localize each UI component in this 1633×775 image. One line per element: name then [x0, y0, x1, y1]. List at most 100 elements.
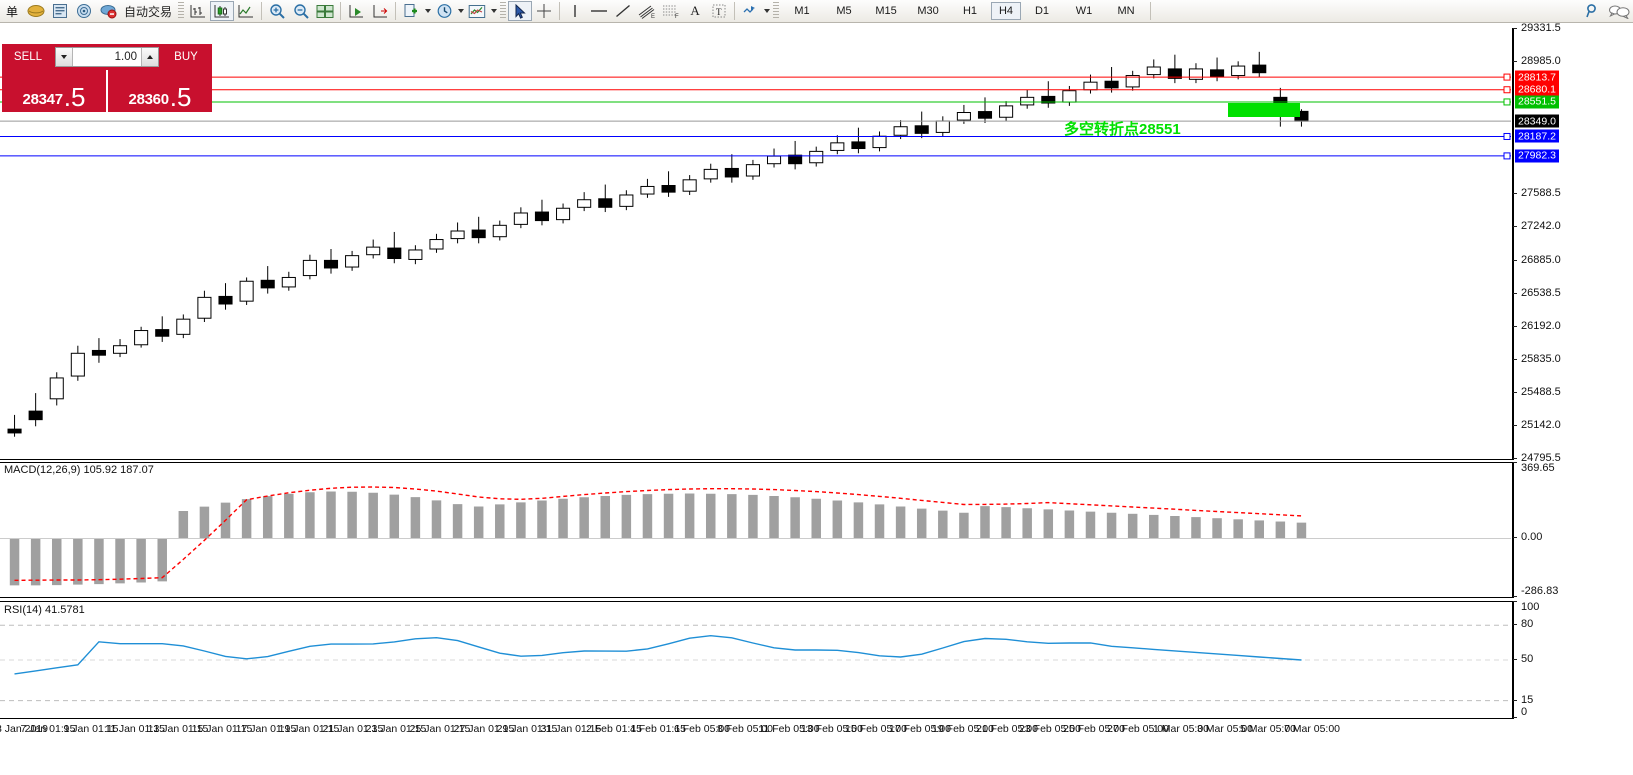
time-axis-label: 29 Jan 01:15 [496, 723, 558, 735]
svg-text:T: T [716, 7, 722, 17]
indicators-icon[interactable] [465, 1, 489, 21]
price-level-label-28187.2[interactable]: 28187.2 [1515, 129, 1559, 143]
search-icon[interactable] [1581, 1, 1605, 21]
zoom-in-icon[interactable] [265, 1, 289, 21]
trendline-icon[interactable] [611, 1, 635, 21]
volume-stepper[interactable]: 1.00 [55, 47, 159, 67]
svg-text:F: F [675, 14, 679, 19]
buy-price[interactable]: 28360 .5 [106, 70, 212, 112]
shapes-icon[interactable] [738, 1, 762, 21]
price-chart-pane[interactable] [0, 28, 1513, 460]
volume-value[interactable]: 1.00 [114, 51, 137, 63]
timeframe-m1[interactable]: M1 [794, 5, 810, 17]
navigator-icon[interactable] [72, 1, 96, 21]
volume-increase-button[interactable] [141, 48, 158, 66]
cursor-icon[interactable] [508, 1, 533, 21]
axis-tick [1513, 699, 1517, 701]
indicators-chevron-down-icon[interactable] [489, 1, 498, 21]
axis-tick [1513, 193, 1517, 195]
price-level-label-28813.7[interactable]: 28813.7 [1515, 70, 1559, 84]
templates-icon[interactable] [399, 1, 423, 21]
rsi-pane[interactable] [0, 601, 1513, 719]
timeframe-w1[interactable]: W1 [1075, 5, 1093, 17]
sell-button[interactable]: SELL [2, 44, 54, 70]
axis-tick [1513, 226, 1517, 228]
crosshair-icon[interactable] [532, 1, 556, 21]
toolbar-separator [340, 2, 342, 20]
time-axis-label: 25 Jan 01:15 [409, 723, 471, 735]
new-order-icon[interactable]: 单 [5, 4, 18, 19]
data-window-icon[interactable] [48, 1, 72, 21]
zoom-out-icon[interactable] [289, 1, 313, 21]
svg-text:E: E [651, 14, 655, 19]
text-icon[interactable]: A [690, 3, 700, 18]
timeframe-m5[interactable]: M5 [836, 5, 852, 17]
axis-tick [1513, 60, 1517, 62]
auto-trade-label[interactable]: 自动交易 [124, 4, 173, 19]
chart-shift-icon[interactable] [368, 1, 392, 21]
horizontal-line-icon[interactable] [587, 1, 611, 21]
candlestick-chart-icon[interactable] [210, 1, 235, 21]
octrade-top-row: SELL 1.00 BUY [2, 44, 212, 70]
axis-tick [1513, 28, 1517, 29]
text-label-icon[interactable]: T [707, 1, 731, 21]
time-axis-label: 19 Jan 01:15 [278, 723, 340, 735]
price-axis[interactable]: 29331.5 28985.0 27588.5 27242.0 26885.0 26538… [1513, 22, 1633, 464]
macd-label: MACD(12,26,9) 105.92 187.07 [4, 464, 154, 476]
period-chevron-down-icon[interactable] [456, 1, 465, 21]
rsi-axis: 100 80 50 15 0 [1513, 601, 1633, 719]
time-axis-label: 6 Feb 05:00 [673, 723, 731, 735]
axis-tick-label: 26192.0 [1521, 319, 1561, 332]
templates-chevron-down-icon[interactable] [423, 1, 432, 21]
axis-tick-label: 0 [1521, 706, 1528, 718]
timeframe-m30[interactable]: M30 [917, 5, 939, 17]
auto-scroll-icon[interactable] [344, 1, 368, 21]
vertical-line-icon[interactable] [563, 1, 587, 21]
toolbar-separator [395, 2, 397, 20]
toolbar-grip[interactable] [500, 2, 507, 20]
time-axis-label: 27 Feb 05:00 [1107, 723, 1169, 735]
axis-line [1513, 462, 1514, 598]
sell-price-integer: 28347 [22, 91, 64, 108]
equidistant-channel-icon[interactable]: E [635, 1, 659, 21]
sell-price[interactable]: 28347 .5 [2, 70, 106, 112]
price-level-label-28349.0[interactable]: 28349.0 [1515, 114, 1559, 128]
toolbar-grip[interactable] [178, 2, 185, 20]
tile-windows-icon[interactable] [313, 1, 337, 21]
volume-decrease-button[interactable] [56, 48, 73, 66]
time-axis-label: 25 Feb 05:00 [1063, 723, 1125, 735]
price-level-label-28551.5[interactable]: 28551.5 [1515, 95, 1559, 109]
macd-plot [0, 486, 1511, 586]
time-axis-label: 19 Feb 05:00 [932, 723, 994, 735]
buy-button[interactable]: BUY [160, 44, 212, 70]
timeframe-m15[interactable]: M15 [875, 5, 897, 17]
axis-tick-label: 26885.0 [1521, 253, 1561, 266]
time-axis-label: 17 Jan 01:15 [235, 723, 297, 735]
time-axis-label: 3 Jan 2019 [0, 723, 48, 735]
one-click-trading-panel[interactable]: SELL 1.00 BUY 28347 .5 28360 .5 [2, 44, 212, 112]
period-separators-icon[interactable] [432, 1, 456, 21]
price-level-label-27982.3[interactable]: 27982.3 [1515, 149, 1559, 163]
fibonacci-icon[interactable]: F [659, 1, 683, 21]
time-axis-label: 2 Feb 01:15 [585, 723, 643, 735]
toolbar-grip[interactable] [773, 2, 780, 20]
axis-tick [1513, 624, 1517, 626]
bars-icon[interactable] [24, 1, 48, 21]
timeframe-h1[interactable]: H1 [962, 5, 978, 17]
chat-icon[interactable] [1605, 1, 1633, 21]
shapes-chevron-down-icon[interactable] [762, 1, 771, 21]
timeframe-d1[interactable]: D1 [1034, 5, 1050, 17]
price-level-label-28680.1[interactable]: 28680.1 [1515, 83, 1559, 97]
axis-tick [1513, 462, 1517, 463]
time-axis-label: 13 Jan 01:15 [147, 723, 209, 735]
macd-axis: 369.65 0.00 -286.83 [1513, 462, 1633, 598]
time-axis-label: 3 Mar 05:00 [1196, 723, 1254, 735]
timeframe-mn[interactable]: MN [1117, 5, 1135, 17]
timeframe-h4[interactable]: H4 [991, 2, 1022, 20]
macd-pane[interactable] [0, 462, 1513, 598]
strategy-tester-icon[interactable] [96, 1, 120, 21]
axis-tick-label: 25142.0 [1521, 419, 1561, 432]
bar-chart-icon[interactable] [186, 1, 210, 21]
time-axis-label: 5 Mar 05:00 [1239, 723, 1297, 735]
line-chart-icon[interactable] [234, 1, 258, 21]
